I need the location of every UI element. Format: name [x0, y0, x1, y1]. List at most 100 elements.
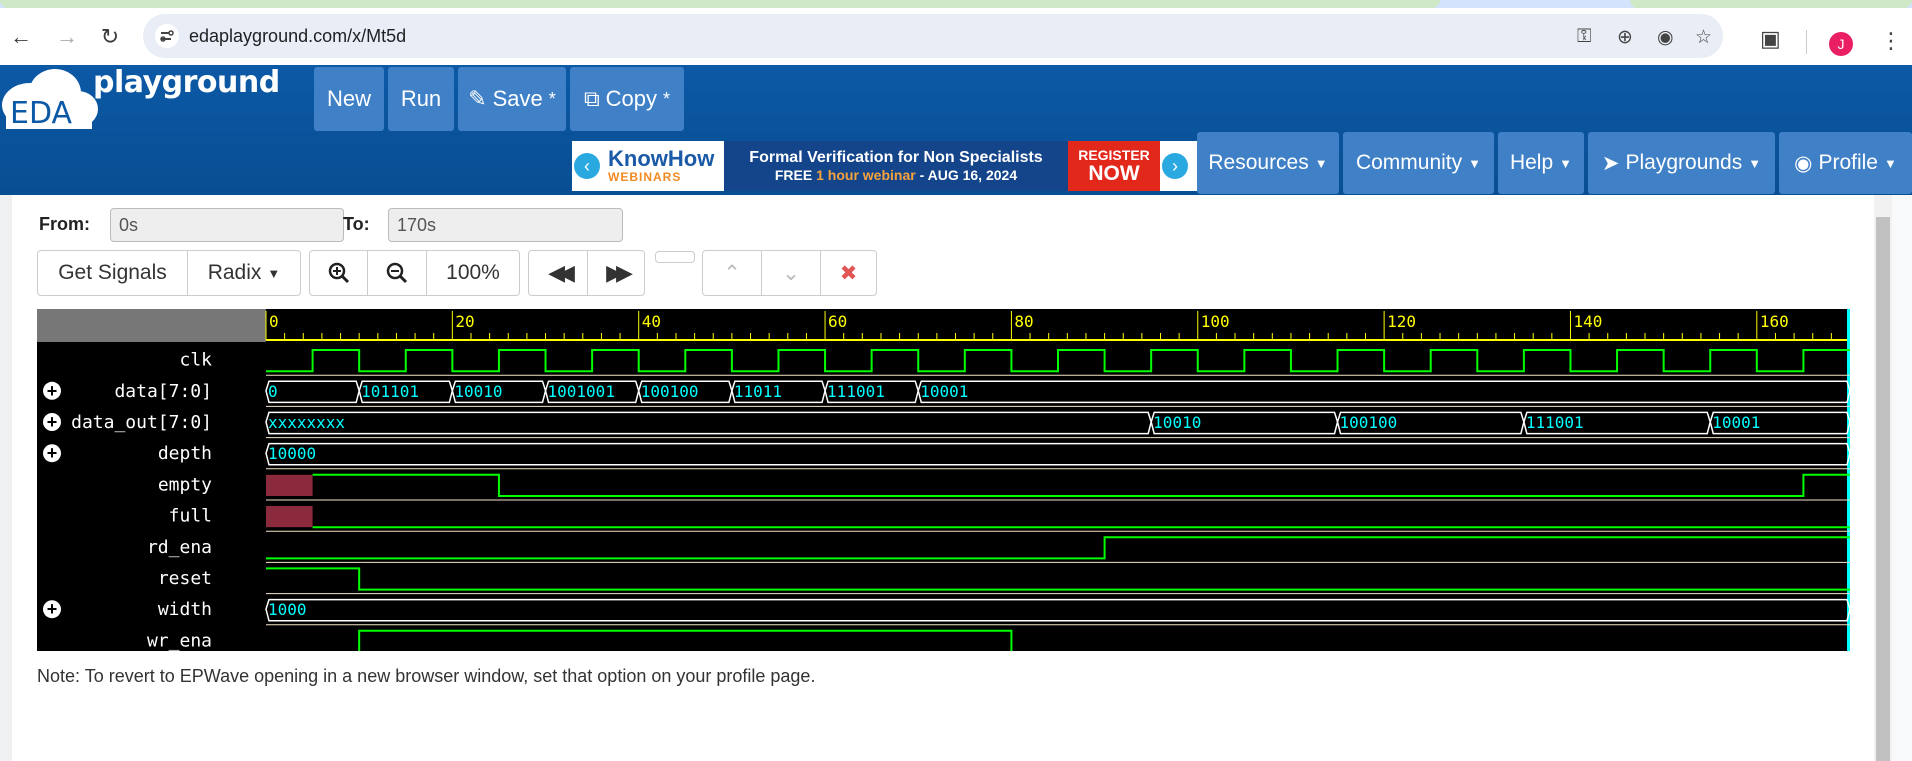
- bus-segment: [917, 380, 1851, 404]
- extensions-icon[interactable]: ▣: [1760, 26, 1781, 51]
- bus-value: 100100: [641, 382, 699, 401]
- time-tick-label: 20: [455, 312, 474, 331]
- banner-headline: Formal Verification for Non Specialists …: [724, 141, 1068, 191]
- menu-resources[interactable]: Resources ▼: [1197, 132, 1339, 194]
- eda-header: EDA playground New Run ✎ Save * ⧉ Copy * ‹ K…: [0, 65, 1912, 195]
- eda-logo[interactable]: EDA: [0, 65, 98, 131]
- move-up-button[interactable]: ⌃: [702, 250, 762, 296]
- bus-value: 101101: [361, 382, 419, 401]
- run-button[interactable]: Run: [388, 67, 454, 131]
- note-text: Note: To revert to EPWave opening in a n…: [37, 666, 816, 686]
- copy-button[interactable]: ⧉ Copy *: [570, 67, 684, 131]
- forward-icon[interactable]: →: [56, 24, 78, 49]
- zoom-in-button[interactable]: [309, 250, 368, 296]
- jump-end-button[interactable]: ▶▶: [587, 250, 645, 296]
- radix-dropdown[interactable]: Radix ▼: [187, 250, 301, 296]
- expand-icon: [43, 381, 61, 400]
- bit-waveform: [266, 536, 1850, 560]
- logo-text: playground: [93, 65, 280, 100]
- to-label: To:: [343, 214, 370, 234]
- menu-community[interactable]: Community ▼: [1343, 132, 1494, 194]
- profile-avatar[interactable]: J: [1829, 32, 1853, 56]
- tab-strip: [0, 0, 1912, 8]
- new-button[interactable]: New: [314, 67, 384, 131]
- banner-register[interactable]: REGISTER NOW: [1068, 141, 1160, 191]
- jump-start-button[interactable]: ◀◀: [528, 250, 588, 296]
- unknown-state: [266, 506, 313, 528]
- bit-waveform: [312, 473, 1850, 497]
- url-text: edaplayground.com/x/Mt5d: [189, 26, 407, 46]
- waveform-cursor-edge: [1847, 309, 1850, 651]
- zoom-out-icon: [386, 262, 408, 284]
- bit-waveform: [266, 567, 1850, 591]
- expand-icon: [43, 413, 61, 431]
- chevron-up-icon: ⌃: [723, 261, 741, 285]
- reload-icon[interactable]: ↻: [100, 24, 120, 49]
- menu-playgrounds[interactable]: ➤ Playgrounds ▼: [1588, 132, 1775, 194]
- caret-down-icon: ▼: [1748, 155, 1762, 171]
- menu-kebab-icon[interactable]: ⋮: [1880, 28, 1902, 53]
- signal-name-width: width: [158, 599, 212, 620]
- eye-off-icon[interactable]: ◉: [1657, 27, 1674, 48]
- key-icon[interactable]: ⚿: [1577, 26, 1592, 47]
- site-info-icon[interactable]: [155, 24, 179, 48]
- back-icon[interactable]: ←: [10, 24, 32, 49]
- move-down-button[interactable]: ⌄: [761, 250, 821, 296]
- caret-down-icon: ▼: [1883, 155, 1897, 171]
- signal-name-rd_ena: rd_ena: [147, 537, 212, 558]
- to-input[interactable]: 170s: [388, 208, 623, 242]
- zoom-out-button[interactable]: [367, 250, 427, 296]
- time-tick-label: 40: [642, 312, 661, 331]
- signal-name-clk: clk: [179, 350, 212, 371]
- save-button[interactable]: ✎ Save *: [458, 67, 566, 131]
- star-icon[interactable]: ☆: [1695, 27, 1713, 48]
- pencil-icon: ✎: [468, 86, 487, 111]
- user-circle-icon: ◉: [1794, 151, 1813, 175]
- bus-value: 1000: [268, 600, 307, 619]
- address-bar[interactable]: edaplayground.com/x/Mt5d ⚿ ⊕ ◉ ☆: [143, 14, 1723, 58]
- cursor-button[interactable]: [655, 251, 695, 263]
- close-icon: ✖: [839, 261, 858, 285]
- webinar-banner[interactable]: ‹ KnowHow WEBINARS Formal Verification f…: [572, 141, 1197, 191]
- forward-icon: ▶▶: [606, 260, 633, 285]
- menu-help[interactable]: Help ▼: [1498, 132, 1584, 194]
- banner-next-icon[interactable]: ›: [1160, 141, 1190, 191]
- get-signals-button[interactable]: Get Signals: [37, 250, 188, 296]
- bus-segment: [544, 380, 640, 404]
- bus-value: 111001: [1526, 413, 1584, 432]
- remove-signal-button[interactable]: ✖: [820, 250, 877, 296]
- signal-name-data70: data[7:0]: [114, 381, 212, 402]
- bus-value: 100100: [1340, 413, 1398, 432]
- from-label: From:: [39, 214, 90, 234]
- bus-value: 1001001: [548, 382, 615, 401]
- bus-segment: [265, 442, 1851, 466]
- bus-segment: [451, 380, 547, 404]
- caret-down-icon: ▼: [1559, 155, 1573, 171]
- expand-icon-plus: +: [47, 412, 58, 432]
- scrollbar[interactable]: [1874, 195, 1892, 761]
- bus-segment: [824, 380, 920, 404]
- bus-value: 10001: [1712, 413, 1760, 432]
- bit-waveform: [266, 629, 1850, 653]
- bus-value: 10001: [920, 382, 968, 401]
- chevron-down-icon: ⌄: [782, 261, 800, 285]
- bus-segment: [1336, 411, 1525, 435]
- bus-segment: [358, 380, 454, 404]
- zoom-level[interactable]: 100%: [426, 250, 520, 296]
- bus-segment: [265, 411, 1152, 435]
- zoom-icon[interactable]: ⊕: [1617, 27, 1633, 48]
- bus-segment: [1523, 411, 1712, 435]
- bus-segment: [265, 598, 1851, 622]
- waveform-viewer[interactable]: 0 20 40 60 80 100 120 140 160 clk + data[7:0] 0 10110…: [37, 309, 1851, 657]
- bus-segment: [637, 380, 733, 404]
- time-tick-label: 100: [1201, 312, 1230, 331]
- bus-value: xxxxxxxx: [268, 413, 345, 432]
- expand-icon: [43, 600, 61, 619]
- bus-segment: [265, 380, 360, 404]
- caret-down-icon: ▼: [1314, 155, 1328, 171]
- from-input[interactable]: 0s: [110, 208, 344, 242]
- toolbar-divider: [1806, 30, 1807, 54]
- banner-prev-icon[interactable]: ‹: [572, 141, 602, 191]
- signal-name-reset: reset: [158, 568, 212, 589]
- menu-profile[interactable]: ◉ Profile ▼: [1779, 132, 1912, 194]
